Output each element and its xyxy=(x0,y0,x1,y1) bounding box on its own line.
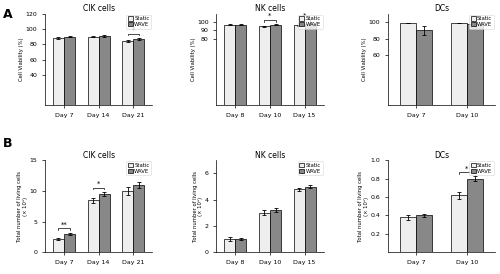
Y-axis label: Cell Viability (%): Cell Viability (%) xyxy=(19,38,24,81)
Legend: Static, WAVE: Static, WAVE xyxy=(126,161,151,175)
Bar xyxy=(224,25,235,105)
Bar xyxy=(259,213,270,252)
Bar xyxy=(236,239,246,252)
Bar xyxy=(304,24,316,105)
Bar xyxy=(88,200,99,252)
Title: CIK cells: CIK cells xyxy=(82,4,114,13)
Bar xyxy=(133,185,144,252)
Bar xyxy=(270,210,281,252)
Y-axis label: Total number of living cells
(× 10⁶): Total number of living cells (× 10⁶) xyxy=(192,171,203,242)
Bar xyxy=(53,239,64,252)
Bar xyxy=(416,30,432,105)
Text: A: A xyxy=(2,8,12,21)
Text: B: B xyxy=(2,137,12,150)
Bar xyxy=(236,25,246,105)
Bar xyxy=(304,187,316,252)
Bar xyxy=(400,217,416,252)
Legend: Static, WAVE: Static, WAVE xyxy=(469,15,494,29)
Legend: Static, WAVE: Static, WAVE xyxy=(469,161,494,175)
Y-axis label: Total number of living cells
(× 10⁶): Total number of living cells (× 10⁶) xyxy=(18,171,28,242)
Bar xyxy=(416,215,432,252)
Title: NK cells: NK cells xyxy=(255,4,285,13)
Bar xyxy=(88,37,99,105)
Bar xyxy=(400,23,416,105)
Y-axis label: Cell Viability (%): Cell Viability (%) xyxy=(191,38,196,81)
Bar xyxy=(450,23,467,105)
Text: **: ** xyxy=(60,222,68,228)
Title: CIK cells: CIK cells xyxy=(82,151,114,160)
Bar xyxy=(64,234,75,252)
Title: NK cells: NK cells xyxy=(255,151,285,160)
Bar xyxy=(450,195,467,252)
Y-axis label: Cell Viability (%): Cell Viability (%) xyxy=(362,38,367,81)
Bar xyxy=(133,39,144,105)
Bar xyxy=(98,36,110,105)
Text: *: * xyxy=(303,12,306,18)
Bar xyxy=(98,194,110,252)
Bar xyxy=(294,189,304,252)
Text: *: * xyxy=(466,165,468,172)
Legend: Static, WAVE: Static, WAVE xyxy=(298,161,322,175)
Bar xyxy=(270,25,281,105)
Bar xyxy=(467,179,483,252)
Title: DCs: DCs xyxy=(434,151,449,160)
Bar xyxy=(467,24,483,105)
Bar xyxy=(224,239,235,252)
Text: *: * xyxy=(132,27,135,33)
Bar xyxy=(259,26,270,105)
Bar xyxy=(122,191,133,252)
Bar xyxy=(53,38,64,105)
Text: *: * xyxy=(268,13,272,19)
Title: DCs: DCs xyxy=(434,4,449,13)
Bar xyxy=(294,25,304,105)
Legend: Static, WAVE: Static, WAVE xyxy=(298,15,322,29)
Text: *: * xyxy=(97,181,100,187)
Y-axis label: Total number of living cells
(× 10⁶): Total number of living cells (× 10⁶) xyxy=(358,171,369,242)
Bar xyxy=(64,37,75,105)
Legend: Static, WAVE: Static, WAVE xyxy=(126,15,151,29)
Bar xyxy=(122,41,133,105)
